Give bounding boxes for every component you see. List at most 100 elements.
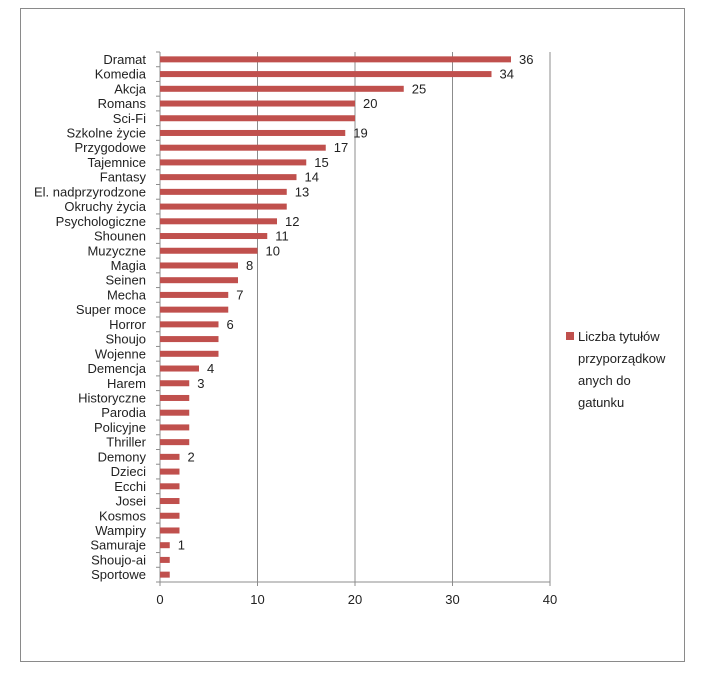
- category-label: Komedia: [95, 67, 147, 82]
- category-label: Horror: [109, 317, 147, 332]
- data-label: 20: [363, 96, 377, 111]
- data-label: 11: [275, 229, 289, 244]
- data-label: 12: [285, 214, 299, 229]
- bar: [160, 71, 492, 78]
- data-label: 10: [266, 243, 280, 258]
- category-label: Historyczne: [78, 390, 146, 405]
- bar: [160, 277, 238, 284]
- data-label: 34: [500, 67, 514, 82]
- bar: [160, 218, 277, 225]
- category-label: Romans: [98, 96, 147, 111]
- bar: [160, 571, 170, 578]
- data-label: 25: [412, 81, 426, 96]
- bar: [160, 262, 238, 269]
- category-label: Akcja: [114, 81, 147, 96]
- data-label: 36: [519, 52, 533, 67]
- x-tick-label: 10: [250, 592, 264, 607]
- bar: [160, 439, 190, 446]
- bar: [160, 115, 355, 122]
- bar: [160, 159, 307, 166]
- x-tick-label: 40: [543, 592, 557, 607]
- category-label: Fantasy: [100, 170, 147, 185]
- data-label: 13: [295, 184, 309, 199]
- category-label: Samuraje: [90, 538, 146, 553]
- category-label: Wojenne: [95, 346, 146, 361]
- legend: Liczba tytułów przyporządkow anych do ga…: [566, 326, 691, 414]
- legend-swatch: [566, 332, 574, 340]
- bar: [160, 512, 180, 519]
- bar: [160, 498, 180, 505]
- category-label: Kosmos: [99, 508, 146, 523]
- data-label: 8: [246, 258, 253, 273]
- bar: [160, 424, 190, 431]
- category-label: Super moce: [76, 302, 146, 317]
- x-tick-label: 0: [156, 592, 163, 607]
- data-label: 14: [305, 170, 319, 185]
- category-label: Sportowe: [91, 567, 146, 582]
- category-label: Seinen: [106, 273, 146, 288]
- bar: [160, 527, 180, 534]
- category-label: Josei: [116, 494, 146, 509]
- category-label: Ecchi: [114, 479, 146, 494]
- bar: [160, 542, 170, 549]
- category-label: Parodia: [101, 405, 147, 420]
- category-label: Tajemnice: [87, 155, 146, 170]
- category-label: Shoujo: [106, 332, 146, 347]
- bar: [160, 306, 229, 313]
- category-label: Shounen: [94, 229, 146, 244]
- bar: [160, 188, 287, 195]
- category-label: Magia: [111, 258, 147, 273]
- bar: [160, 144, 326, 151]
- data-label: 15: [314, 155, 328, 170]
- bar: [160, 365, 199, 372]
- bar: [160, 174, 297, 181]
- bar: [160, 129, 346, 136]
- legend-line-3: anych do: [578, 373, 631, 388]
- data-label: 17: [334, 140, 348, 155]
- bar: [160, 233, 268, 240]
- category-label: Thriller: [106, 435, 146, 450]
- bar: [160, 100, 355, 107]
- x-tick-label: 20: [348, 592, 362, 607]
- bar: [160, 85, 404, 92]
- category-label: Szkolne życie: [67, 125, 146, 140]
- category-label: Okruchy życia: [64, 199, 146, 214]
- category-label: Dzieci: [111, 464, 147, 479]
- bar: [160, 453, 180, 460]
- data-label: 1: [178, 538, 185, 553]
- category-label: Shoujo-ai: [91, 552, 146, 567]
- bar: [160, 291, 229, 298]
- category-label: Mecha: [107, 287, 147, 302]
- data-label: 4: [207, 361, 214, 376]
- bar: [160, 203, 287, 210]
- category-label: Sci-Fi: [113, 111, 146, 126]
- category-label: Muzyczne: [87, 243, 146, 258]
- data-label: 6: [227, 317, 234, 332]
- bar: [160, 409, 190, 416]
- bar: [160, 556, 170, 563]
- legend-line-4: gatunku: [578, 395, 625, 410]
- category-label: El. nadprzyrodzone: [34, 184, 146, 199]
- bar: [160, 56, 511, 63]
- bar: [160, 380, 190, 387]
- bar: [160, 394, 190, 401]
- category-label: Wampiry: [95, 523, 146, 538]
- bar: [160, 350, 219, 357]
- category-label: Dramat: [103, 52, 146, 67]
- data-label: 7: [236, 287, 243, 302]
- category-label: Harem: [107, 376, 146, 391]
- data-label: 2: [188, 449, 195, 464]
- bar: [160, 468, 180, 475]
- category-label: Policyjne: [94, 420, 146, 435]
- category-label: Demony: [98, 449, 147, 464]
- data-label: 19: [353, 125, 367, 140]
- bar: [160, 247, 258, 254]
- bar: [160, 321, 219, 328]
- x-tick-label: 30: [445, 592, 459, 607]
- bar: [160, 483, 180, 490]
- legend-line-2: przyporządkow: [578, 351, 666, 366]
- category-label: Przygodowe: [74, 140, 146, 155]
- bar: [160, 336, 219, 343]
- category-label: Psychologiczne: [56, 214, 146, 229]
